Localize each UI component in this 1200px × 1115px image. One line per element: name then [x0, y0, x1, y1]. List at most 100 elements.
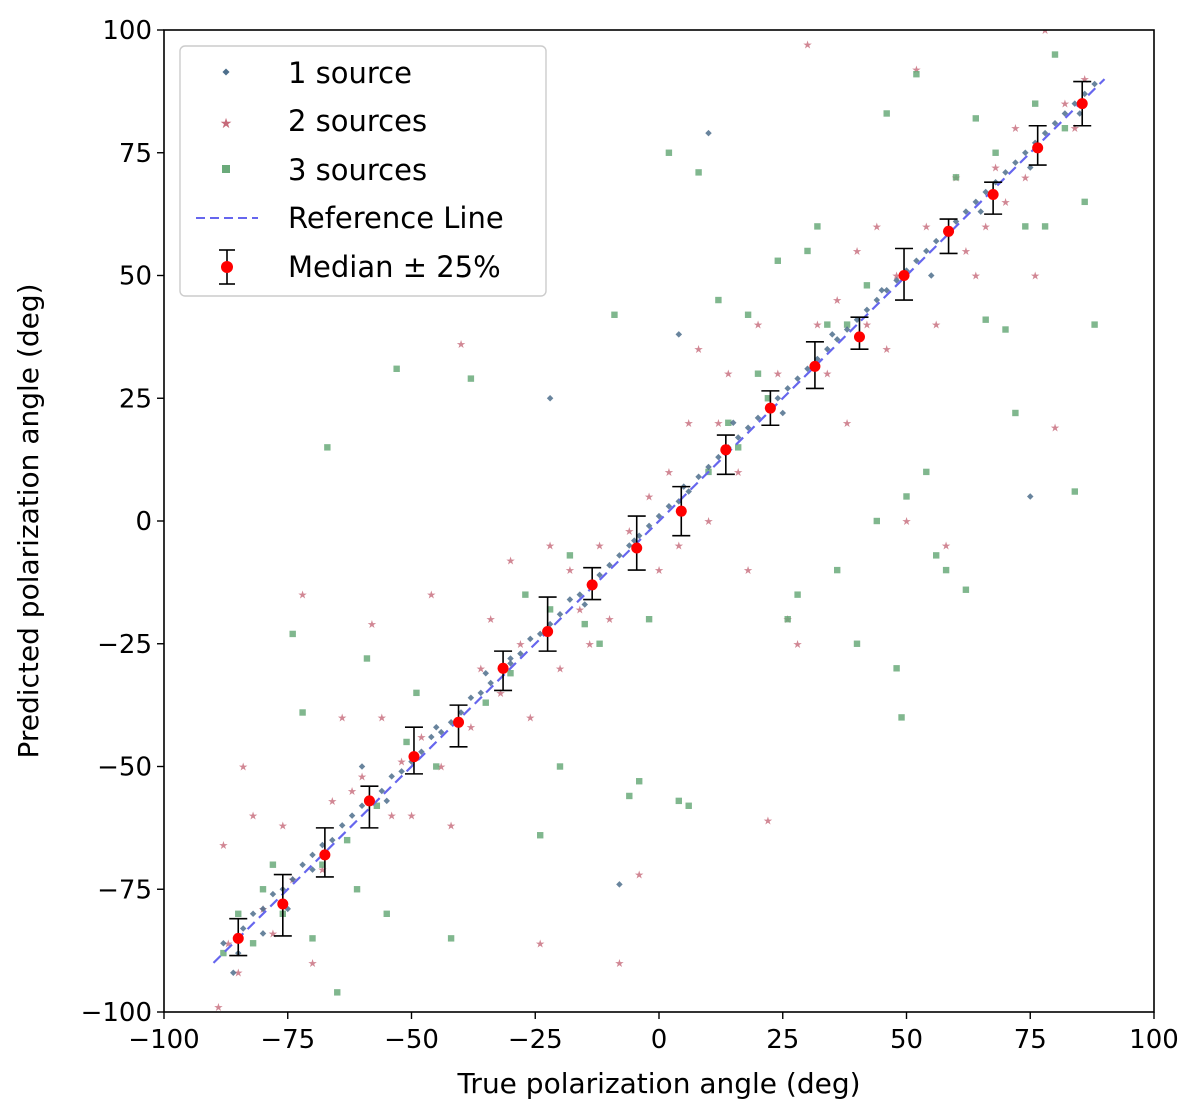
point-3-sources [566, 552, 574, 559]
point-3-sources [235, 910, 242, 917]
point-2-sources: ★ [793, 638, 803, 651]
point-2-sources: ★ [892, 270, 902, 283]
point-2-sources: ★ [337, 711, 347, 724]
point-1-source [556, 611, 564, 618]
point-3-sources [1012, 409, 1019, 417]
point-1-source [616, 881, 623, 888]
legend-marker-circle [221, 261, 233, 273]
point-1-source [437, 728, 445, 736]
point-2-sources: ★ [426, 589, 436, 602]
median-point [898, 270, 910, 281]
point-1-source [675, 331, 683, 338]
point-2-sources: ★ [407, 810, 417, 823]
point-1-source [507, 655, 514, 662]
point-1-source [645, 522, 653, 530]
x-tick-label: −100 [128, 1025, 199, 1055]
point-2-sources: ★ [268, 927, 278, 940]
x-tick-label: 25 [766, 1025, 799, 1055]
point-2-sources: ★ [773, 368, 783, 381]
point-3-sources [269, 861, 277, 868]
point-2-sources: ★ [545, 540, 555, 553]
median-errorbar [538, 596, 557, 652]
point-1-source [754, 414, 762, 422]
point-2-sources: ★ [595, 540, 605, 553]
median-errorbar [1073, 80, 1092, 127]
point-1-source [507, 660, 514, 667]
point-2-sources: ★ [852, 245, 862, 258]
legend-label: 1 source [288, 56, 412, 90]
point-3-sources [863, 282, 871, 289]
median-point [277, 898, 289, 910]
y-tick-label: 25 [119, 384, 152, 414]
point-1-source [734, 434, 742, 441]
point-2-sources: ★ [803, 39, 813, 52]
point-3-sources [299, 709, 306, 716]
median-point [809, 360, 821, 372]
point-3-sources [309, 935, 316, 942]
point-3-sources [259, 886, 267, 893]
point-1-source [467, 694, 475, 702]
point-1-source [952, 218, 960, 225]
point-1-source [230, 969, 237, 976]
point-3-sources [898, 714, 905, 721]
point-3-sources [843, 321, 851, 328]
point-3-sources [1081, 198, 1088, 206]
median-errorbar [939, 218, 958, 255]
point-1-source [239, 925, 247, 932]
median-point [408, 751, 420, 763]
point-2-sources: ★ [1001, 196, 1011, 209]
median-errorbar [494, 650, 513, 692]
median-point [319, 849, 331, 861]
median-errorbar [716, 434, 735, 476]
point-2-sources: ★ [941, 540, 951, 553]
point-1-source [665, 503, 673, 510]
point-2-sources: ★ [713, 417, 723, 430]
point-2-sources: ★ [456, 338, 466, 351]
point-2-sources: ★ [214, 1001, 224, 1014]
point-2-sources: ★ [535, 937, 545, 950]
point-3-sources [507, 670, 514, 677]
point-2-sources: ★ [585, 638, 595, 651]
point-3-sources [774, 257, 781, 264]
median-point [943, 225, 955, 237]
median-point [1032, 142, 1044, 154]
point-1-source [873, 296, 881, 304]
point-1-source [893, 277, 900, 284]
point-3-sources [626, 792, 633, 800]
median-errorbar [449, 704, 468, 748]
point-1-source [447, 719, 455, 726]
median-errorbar [273, 873, 292, 937]
point-3-sources [334, 989, 341, 996]
point-2-sources: ★ [872, 220, 882, 233]
point-2-sources: ★ [278, 819, 288, 832]
x-axis-label: True polarization angle (deg) [456, 1067, 860, 1100]
point-3-sources [433, 763, 440, 770]
point-2-sources: ★ [347, 785, 357, 798]
legend-marker-square [222, 165, 230, 173]
point-2-sources: ★ [496, 687, 506, 700]
median-point [586, 579, 598, 591]
point-3-sources [883, 110, 890, 117]
point-3-sources [403, 738, 410, 746]
point-1-source [705, 463, 712, 471]
legend-entry-3-sources: 3 sources [222, 153, 427, 187]
point-1-source [774, 394, 782, 402]
point-2-sources: ★ [991, 161, 1001, 174]
point-2-sources: ★ [743, 564, 753, 577]
legend-label: 2 sources [288, 104, 427, 138]
point-3-sources [834, 566, 841, 574]
point-2-sources: ★ [555, 662, 565, 675]
point-1-source [269, 890, 277, 898]
point-1-source [378, 787, 386, 795]
point-2-sources: ★ [931, 319, 941, 332]
point-1-source [685, 488, 692, 495]
point-1-source [883, 286, 890, 294]
point-1-source [289, 876, 296, 883]
point-2-sources: ★ [238, 761, 248, 774]
point-1-source [982, 188, 989, 196]
point-1-source [972, 198, 980, 206]
point-3-sources [636, 778, 643, 785]
point-1-source [853, 316, 861, 323]
point-3-sources [249, 940, 257, 947]
